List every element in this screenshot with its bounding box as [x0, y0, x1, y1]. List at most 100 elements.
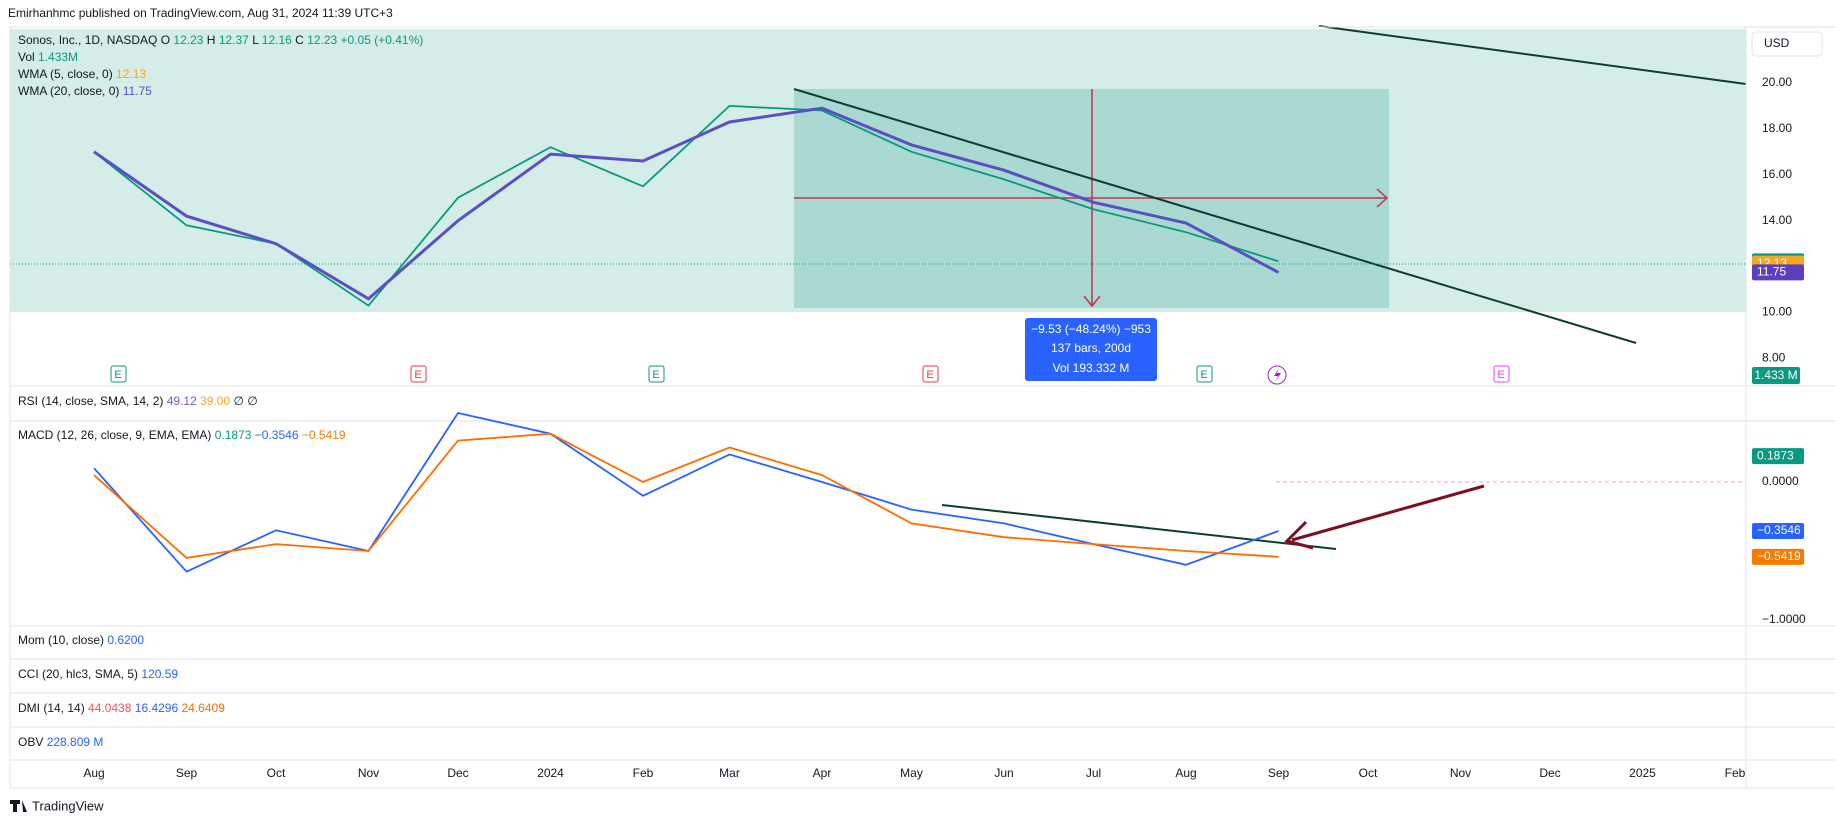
price-badge-text: 11.75	[1757, 265, 1786, 279]
logo	[10, 800, 27, 812]
legend-row: CCI (20, hlc3, SMA, 5) 120.59	[18, 667, 178, 681]
y-tick-label: −1.0000	[1762, 612, 1806, 626]
x-tick-label: Feb	[1725, 766, 1746, 780]
series-line	[93, 432, 1279, 559]
price-badge	[1752, 264, 1804, 281]
x-tick-label: Aug	[1175, 766, 1196, 780]
legend-item: 24.6409	[182, 701, 226, 715]
legend-item: WMA (5, close, 0)	[18, 67, 113, 81]
earnings-letter: E	[1497, 369, 1504, 381]
measure-arrow	[1376, 188, 1389, 208]
legend-item: 12.23	[173, 33, 203, 47]
legend-item: 12.13	[116, 67, 146, 81]
legend-item: O	[161, 33, 170, 47]
legend-item: ∅	[247, 394, 257, 408]
legend-row: Sonos, Inc., 1D, NASDAQ O 12.23 H 12.37 …	[18, 33, 423, 47]
x-tick-label: May	[900, 766, 923, 780]
earnings-icon[interactable]	[110, 365, 127, 383]
legend-item: OBV	[18, 735, 43, 749]
x-tick-label: Oct	[267, 766, 286, 780]
legend-item: WMA (20, close, 0)	[18, 84, 119, 98]
x-tick-label: Mar	[719, 766, 740, 780]
measure-text: Vol 193.332 M	[1053, 361, 1130, 375]
x-tick-label: Jun	[994, 766, 1013, 780]
price-badge	[1752, 448, 1804, 465]
volume-badge-text: 1.433 M	[1754, 368, 1797, 382]
legend-item: −0.3546	[255, 428, 299, 442]
measure-label	[1025, 318, 1157, 381]
footer: TradingView	[32, 798, 104, 813]
currency-box[interactable]	[1751, 31, 1823, 57]
marks	[93, 104, 1280, 573]
series-line	[93, 106, 1280, 301]
legend-item: 1.433M	[38, 50, 78, 64]
x-tick-label: Nov	[358, 766, 379, 780]
earnings-letter: E	[1200, 369, 1207, 381]
y-tick-label: 8.00	[1762, 351, 1786, 365]
y-tick-label: 14.00	[1762, 213, 1792, 227]
x-tick-label: Dec	[1539, 766, 1560, 780]
legend-item: −0.5419	[302, 428, 346, 442]
bolt	[1274, 368, 1281, 382]
trend-line	[1318, 25, 1747, 85]
earnings-icon[interactable]	[410, 365, 427, 383]
legend-item: Sonos, Inc., 1D, NASDAQ	[18, 33, 157, 47]
x-tick-label: 2024	[537, 766, 564, 780]
x-tick-label: Aug	[83, 766, 104, 780]
legend-item: +0.05 (+0.41%)	[341, 33, 424, 47]
legend-item: DMI (14, 14)	[18, 701, 85, 715]
legend-item: ∅	[233, 394, 243, 408]
earnings-letter: E	[114, 369, 121, 381]
legend-item: 228.809 M	[47, 735, 104, 749]
legend-item: L	[252, 33, 259, 47]
trend-line	[793, 88, 1637, 344]
series-line	[93, 411, 1279, 573]
legend-item: Vol	[18, 50, 35, 64]
earnings-markers	[110, 365, 1510, 383]
legend-row: MACD (12, 26, close, 9, EMA, EMA) 0.1873…	[18, 428, 346, 442]
legend-item: 12.23	[307, 33, 337, 47]
x-tick-label: Sep	[176, 766, 198, 780]
x-tick-label: Feb	[633, 766, 654, 780]
legend-row: OBV 228.809 M	[18, 735, 103, 749]
earnings-letter: E	[652, 369, 659, 381]
earnings-letter: E	[414, 369, 421, 381]
x-tick-label: Jul	[1086, 766, 1101, 780]
y-tick-label: 18.00	[1762, 121, 1792, 135]
legend-item: 12.37	[219, 33, 249, 47]
price-badge-text: −0.3546	[1757, 523, 1801, 537]
price-badge	[1752, 548, 1804, 565]
legend-item: MACD (12, 26, close, 9, EMA, EMA)	[18, 428, 211, 442]
y-tick-label: 20.00	[1762, 75, 1792, 89]
measure-text: 137 bars, 200d	[1051, 341, 1131, 355]
legend-row: RSI (14, close, SMA, 14, 2) 49.12 39.00 …	[18, 394, 258, 408]
legend-item: 49.12	[167, 394, 197, 408]
earnings-icon[interactable]	[1493, 365, 1510, 383]
x-tick-label: Apr	[813, 766, 832, 780]
price-badge-text: 0.1873	[1757, 448, 1794, 462]
earnings-icon[interactable]	[648, 365, 665, 383]
earnings-letter: E	[926, 369, 933, 381]
panes	[9, 26, 1835, 789]
measure-text: −9.53 (−48.24%) −953	[1031, 322, 1151, 336]
legend-row: Vol 1.433M	[18, 50, 78, 64]
legend-item: RSI (14, close, SMA, 14, 2)	[18, 394, 163, 408]
legend-item: 0.1873	[215, 428, 252, 442]
legend-item: Mom (10, close)	[18, 633, 104, 647]
legend-item: 0.6200	[107, 633, 144, 647]
legend-item: CCI (20, hlc3, SMA, 5)	[18, 667, 138, 681]
x-tick-label: Oct	[1359, 766, 1378, 780]
y-tick-label: 0.0000	[1762, 474, 1799, 488]
earnings-icon[interactable]	[922, 365, 939, 383]
legend-row: WMA (5, close, 0) 12.13	[18, 67, 146, 81]
legend-item: 11.75	[123, 84, 152, 98]
legend-item: 44.0438	[88, 701, 132, 715]
volume-badge	[1752, 367, 1800, 384]
currency[interactable]: USD	[1764, 36, 1790, 50]
x-tick-label: Sep	[1268, 766, 1290, 780]
legend-row: DMI (14, 14) 44.0438 16.4296 24.6409	[18, 701, 225, 715]
legend-item: 39.00	[200, 394, 230, 408]
earnings-icon[interactable]	[1196, 365, 1213, 383]
